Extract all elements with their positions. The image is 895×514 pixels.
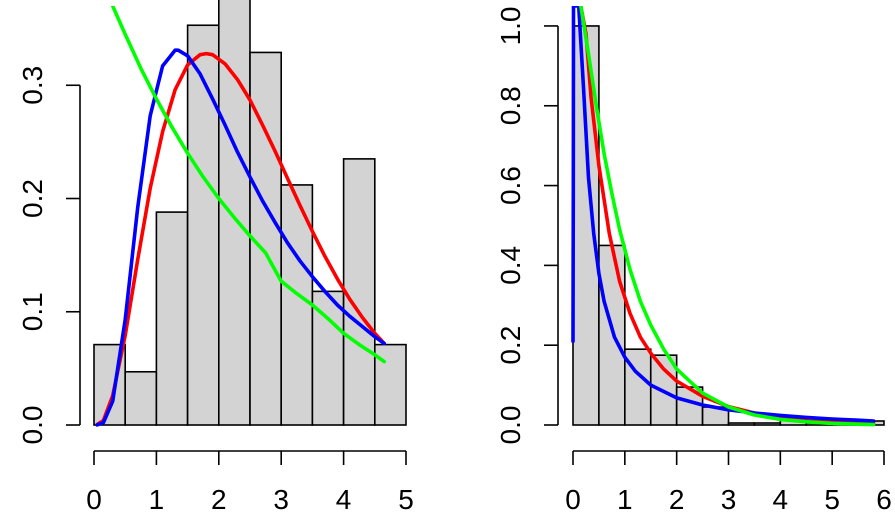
- y-tick-label: 1.0: [495, 6, 526, 45]
- left-histogram-panel: 0 1 2 3 4 5 0.0 0.1 0.2 0.3: [17, 0, 414, 514]
- y-tick-label: 0.3: [17, 66, 48, 105]
- histogram-bar: [186, 24, 220, 426]
- histogram-bar: [342, 158, 376, 426]
- histogram-bar: [155, 211, 189, 426]
- y-tick-label: 0.0: [17, 406, 48, 445]
- y-tick-label: 0.2: [17, 179, 48, 218]
- density-curve: [95, 51, 386, 427]
- x-tick-label: 4: [773, 484, 789, 514]
- x-tick-label: 4: [336, 484, 352, 514]
- y-tick-label: 0.4: [495, 246, 526, 285]
- x-tick-label: 5: [398, 484, 414, 514]
- histogram-bar: [124, 370, 158, 426]
- x-tick-label: 0: [86, 484, 102, 514]
- x-tick-label: 1: [149, 484, 165, 514]
- y-tick-label: 0.0: [495, 406, 526, 445]
- density-curve: [95, 48, 386, 427]
- y-tick-label: 0.1: [17, 292, 48, 331]
- histogram-bar: [280, 184, 314, 426]
- x-tick-label: 6: [876, 484, 892, 514]
- x-tick-label: 2: [669, 484, 685, 514]
- right-histogram-panel: 0 1 2 3 4 5 6 0.0 0.2 0.4 0.6 0.8 1.0: [495, 6, 892, 514]
- density-curve: [110, 6, 386, 364]
- histogram-bar: [753, 422, 782, 426]
- x-tick-label: 3: [721, 484, 737, 514]
- histogram-bar: [311, 290, 345, 426]
- histogram-bar: [249, 51, 283, 426]
- x-tick-label: 5: [824, 484, 840, 514]
- histogram-bar: [218, 0, 251, 426]
- histogram-bar: [727, 422, 756, 426]
- y-tick-label: 0.8: [495, 86, 526, 125]
- histogram-bar: [598, 244, 626, 426]
- density-curve: [579, 6, 876, 427]
- x-tick-label: 1: [617, 484, 633, 514]
- x-tick-label: 0: [565, 484, 581, 514]
- x-tick-label: 3: [273, 484, 289, 514]
- x-tick-label: 2: [211, 484, 227, 514]
- y-tick-label: 0.2: [495, 326, 526, 365]
- y-tick-label: 0.6: [495, 166, 526, 205]
- density-curve: [571, 6, 876, 423]
